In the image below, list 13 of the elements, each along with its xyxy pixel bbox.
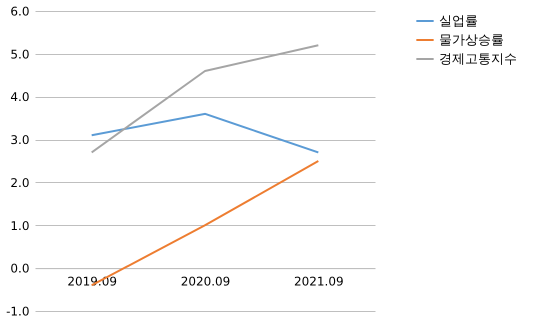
y-tick-label: 2.0 [10, 176, 30, 190]
legend-label: 실업률 [439, 14, 478, 29]
y-tick-label: 0.0 [10, 262, 30, 276]
x-tick-label: 2020.09 [180, 274, 230, 289]
y-tick-label: 1.0 [10, 218, 30, 233]
legend-label: 물가상승률 [439, 33, 504, 48]
legend-label: 경제고통지수 [439, 52, 517, 67]
y-tick-label: 5.0 [10, 47, 30, 62]
y-tick-label: 6.0 [10, 4, 30, 18]
y-tick-label: -1.0 [6, 304, 30, 318]
y-tick-label: 4.0 [10, 90, 30, 104]
x-tick-label: 2021.09 [294, 274, 344, 289]
y-tick-label: 3.0 [10, 133, 30, 148]
